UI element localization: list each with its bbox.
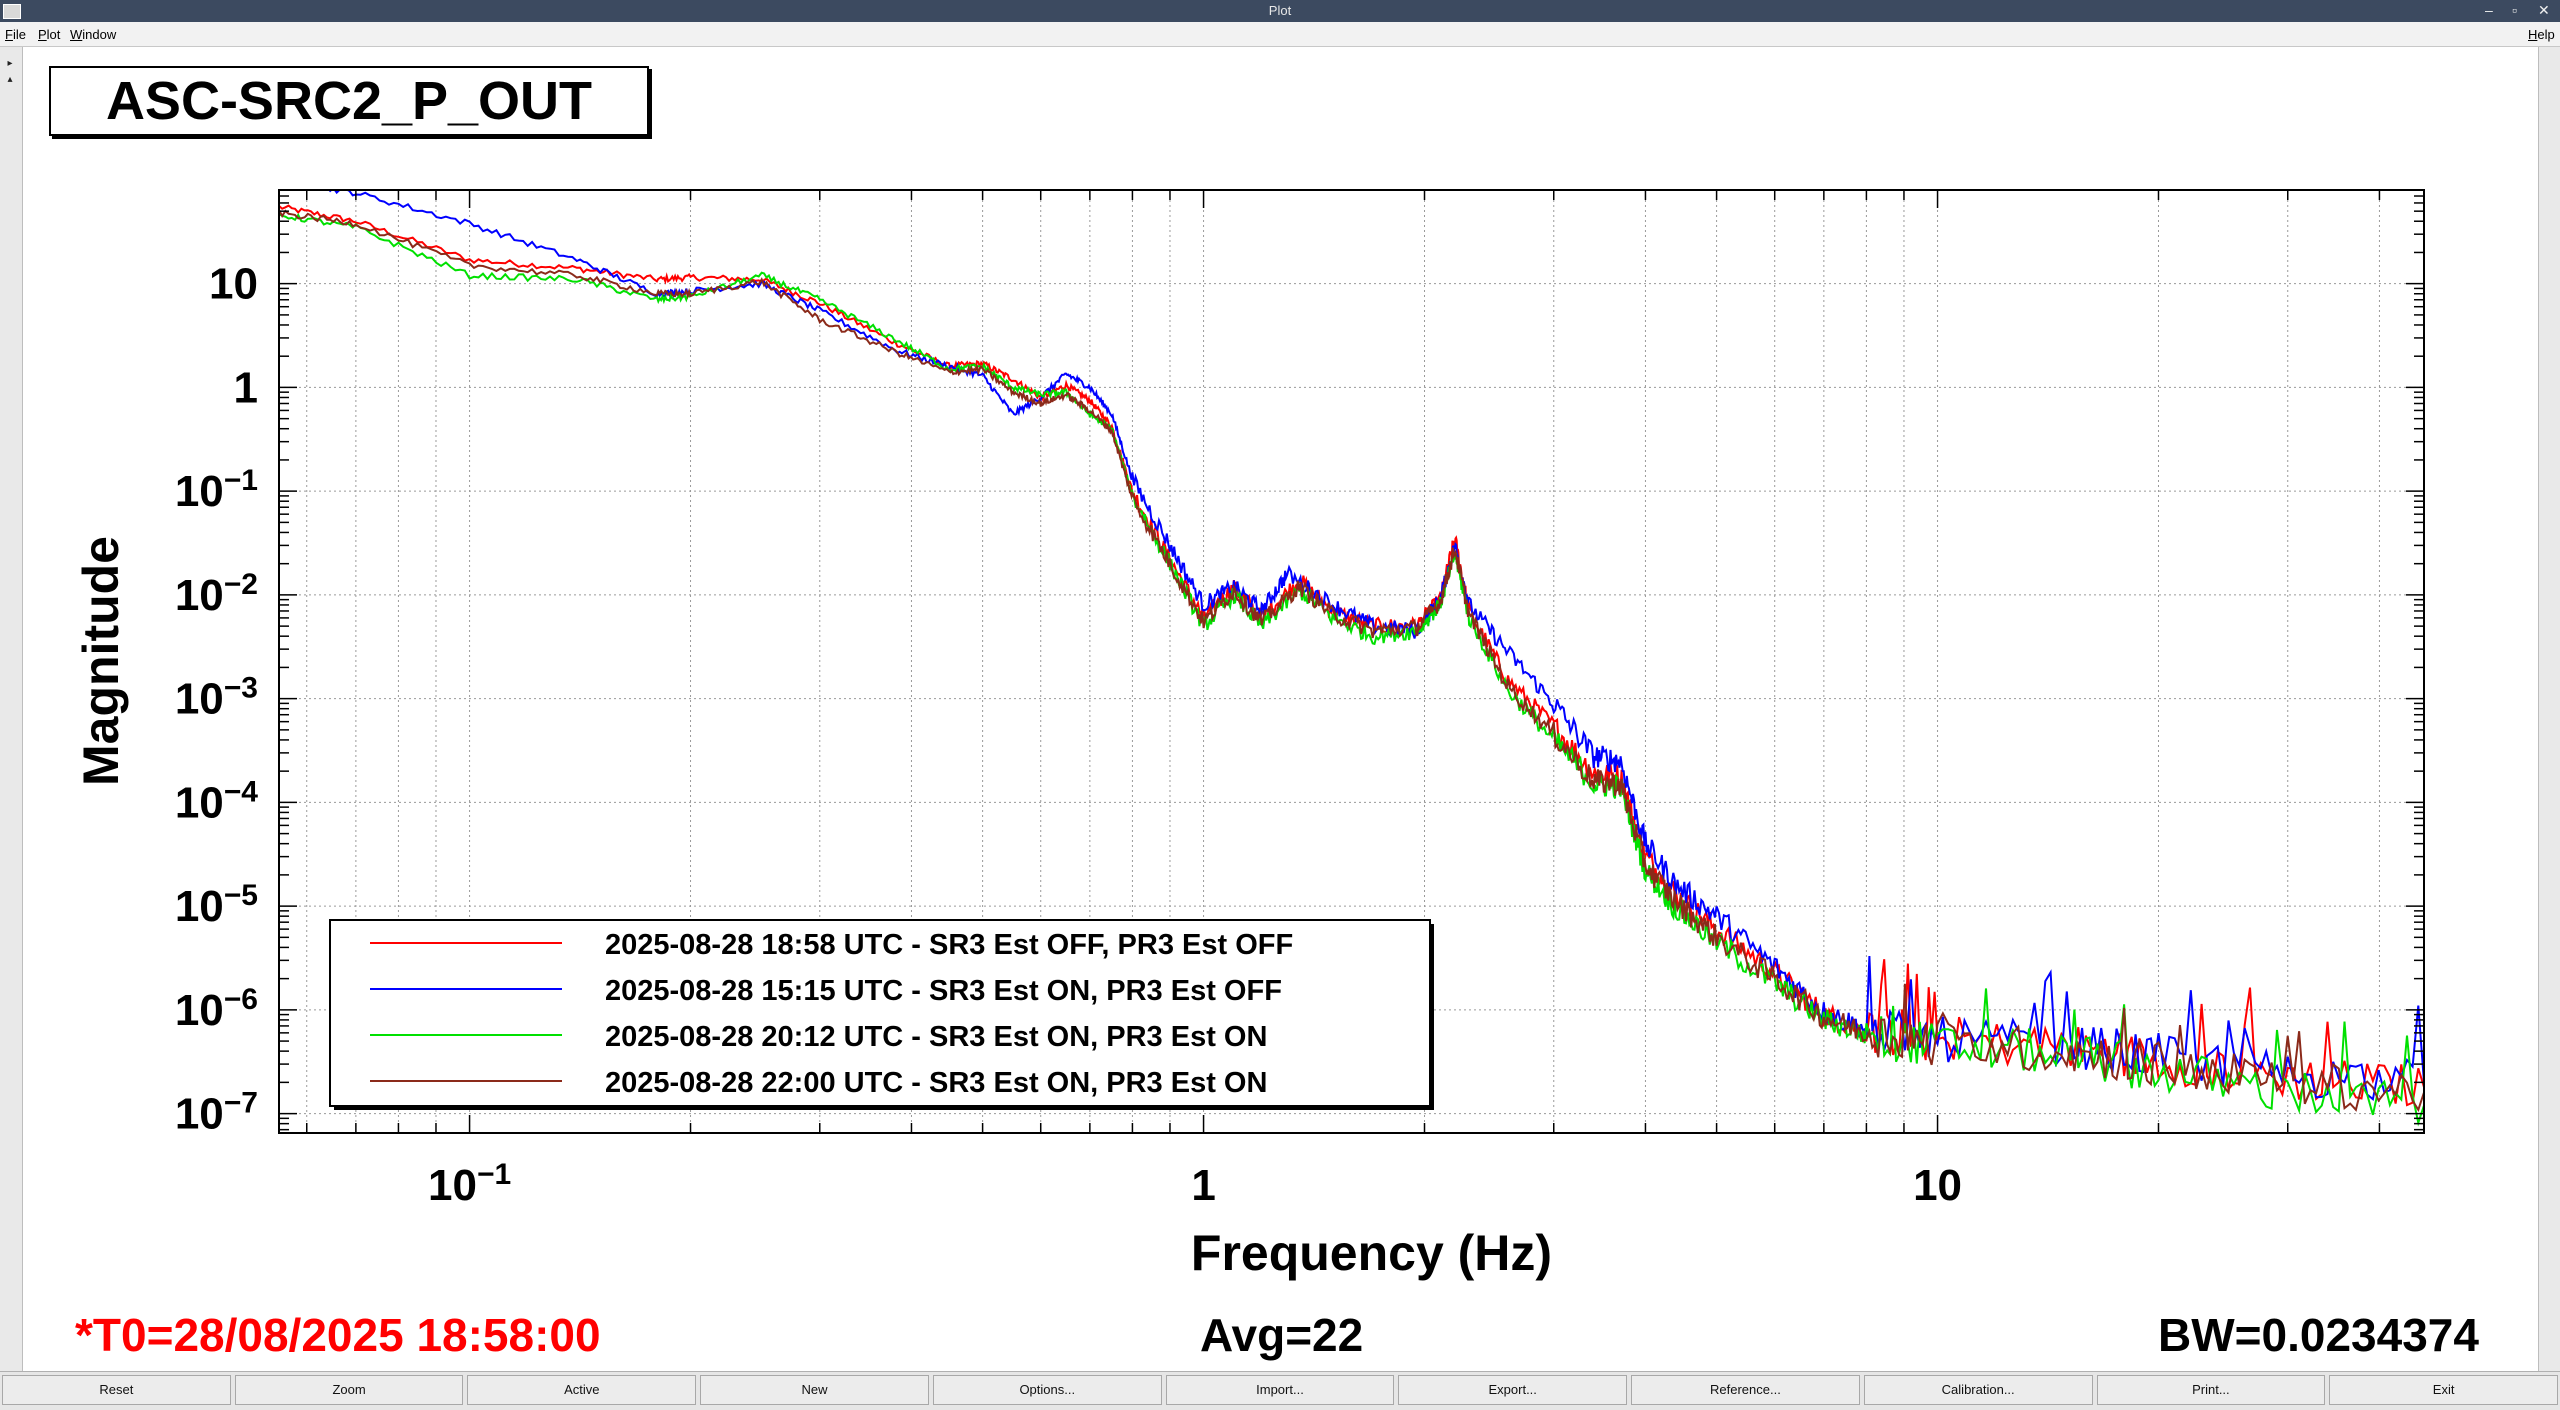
bottom-button-bar: Reset Zoom Active New Options... Import... Exp… — [0, 1371, 2560, 1410]
button-import[interactable]: Import... — [1165, 1375, 1395, 1405]
x-tick-label: 1 — [1191, 1161, 1215, 1210]
series-line-4 — [279, 209, 2424, 1113]
status-avg: Avg=22 — [1200, 1309, 1364, 1361]
menu-help[interactable]: Help — [2528, 27, 2555, 42]
y-tick-label: 10 — [209, 260, 258, 309]
button-export[interactable]: Export... — [1398, 1375, 1628, 1405]
button-print[interactable]: Print... — [2096, 1375, 2326, 1405]
y-tick-label: 10−1 — [175, 464, 258, 517]
menu-help-mnemonic: H — [2528, 27, 2538, 42]
menu-file-mnemonic: F — [5, 27, 13, 42]
button-reset[interactable]: Reset — [2, 1375, 231, 1405]
menu-plot[interactable]: Plot — [38, 27, 60, 42]
series-layer — [279, 190, 2424, 1127]
button-calibration[interactable]: Calibration... — [1863, 1375, 2093, 1405]
maximize-icon[interactable]: ▫ — [2512, 2, 2517, 18]
button-options[interactable]: Options... — [932, 1375, 1162, 1405]
menu-plot-mnemonic: P — [38, 27, 47, 42]
left-scrollbar[interactable]: ▸ ▴ — [0, 47, 23, 1371]
y-tick-label: 10−3 — [175, 671, 258, 724]
status-bw: BW=0.0234374 — [2158, 1309, 2479, 1361]
close-icon[interactable]: ✕ — [2538, 2, 2550, 18]
x-tick-label: 10−1 — [428, 1158, 511, 1211]
button-reference[interactable]: Reference... — [1631, 1375, 1860, 1405]
minimize-icon[interactable]: – — [2485, 2, 2493, 18]
legend-entry: 2025-08-28 15:15 UTC - SR3 Est ON, PR3 E… — [605, 975, 1282, 1007]
legend-box — [329, 919, 1431, 1107]
menu-window[interactable]: Window — [70, 27, 116, 42]
app-icon — [3, 4, 21, 19]
x-tick-label: 10 — [1913, 1161, 1962, 1210]
series-line-2 — [317, 190, 2424, 1102]
y-tick-label: 10−6 — [175, 982, 258, 1035]
button-new[interactable]: New — [700, 1375, 929, 1405]
arrow-up-icon[interactable]: ▴ — [7, 74, 13, 85]
button-exit[interactable]: Exit — [2329, 1375, 2558, 1405]
menu-plot-label: lot — [46, 27, 61, 42]
window-title: Plot — [1268, 3, 1292, 18]
y-tick-label: 10−2 — [175, 567, 258, 620]
y-tick-label: 1 — [234, 363, 258, 412]
legend-entry: 2025-08-28 22:00 UTC - SR3 Est ON, PR3 E… — [605, 1067, 1267, 1099]
y-tick-label: 10−7 — [175, 1086, 258, 1139]
legend-entry: 2025-08-28 18:58 UTC - SR3 Est OFF, PR3 … — [605, 929, 1293, 961]
button-zoom[interactable]: Zoom — [234, 1375, 464, 1405]
menu-bar: File Plot Window Help — [0, 22, 2560, 47]
button-active[interactable]: Active — [467, 1375, 697, 1405]
axes-layer: 10 1 10−1 10−2 10−3 10−4 10−5 10−6 10−7 10−1 1 10 Fr… — [73, 189, 2425, 1281]
x-axis-label: Frequency (Hz) — [1191, 1225, 1552, 1281]
arrow-right-icon[interactable]: ▸ — [7, 58, 13, 69]
window-titlebar: Plot – ▫ ✕ — [0, 0, 2560, 22]
legend-layer: 2025-08-28 18:58 UTC - SR3 Est OFF, PR3 … — [329, 919, 1434, 1110]
y-tick-label: 10−5 — [175, 879, 258, 932]
menu-help-label: elp — [2537, 27, 2555, 42]
plot-title[interactable]: ASC-SRC2_P_OUT — [49, 66, 649, 136]
status-t0: *T0=28/08/2025 18:58:00 — [75, 1309, 601, 1361]
menu-window-mnemonic: W — [70, 27, 83, 42]
right-scrollbar[interactable] — [2538, 47, 2560, 1371]
legend-entry: 2025-08-28 20:12 UTC - SR3 Est ON, PR3 E… — [605, 1021, 1267, 1053]
menu-file-label: ile — [12, 27, 26, 42]
y-tick-label: 10−4 — [175, 775, 258, 828]
plot-frame — [278, 189, 2425, 1134]
menu-file[interactable]: File — [5, 27, 26, 42]
y-axis-label: Magnitude — [73, 536, 129, 786]
menu-window-label: indow — [82, 27, 117, 42]
